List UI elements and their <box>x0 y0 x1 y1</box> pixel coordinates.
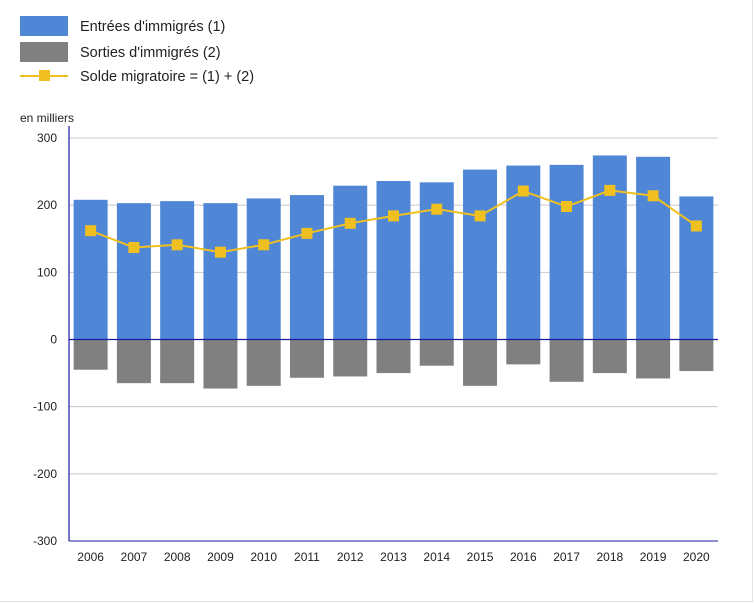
bar-sorties <box>203 340 237 389</box>
solde-point <box>475 210 486 221</box>
solde-point <box>518 186 529 197</box>
solde-point <box>258 239 269 250</box>
legend-marker-solde <box>39 70 50 81</box>
x-tick-label: 2018 <box>596 550 623 564</box>
solde-point <box>431 204 442 215</box>
y-unit-label: en milliers <box>20 111 74 125</box>
x-tick-label: 2006 <box>77 550 104 564</box>
bar-sorties <box>506 340 540 365</box>
legend-swatch-entrees <box>20 16 68 36</box>
legend-label-solde: Solde migratoire = (1) + (2) <box>80 69 254 85</box>
bar-entrees <box>160 201 194 339</box>
bar-sorties <box>420 340 454 366</box>
x-tick-label: 2008 <box>164 550 191 564</box>
solde-point <box>301 228 312 239</box>
bar-sorties <box>593 340 627 374</box>
solde-point <box>85 225 96 236</box>
x-tick-label: 2020 <box>683 550 710 564</box>
bar-sorties <box>247 340 281 386</box>
solde-point <box>388 210 399 221</box>
bar-entrees <box>117 203 151 339</box>
solde-point <box>604 185 615 196</box>
x-tick-label: 2015 <box>467 550 494 564</box>
bar-entrees <box>74 200 108 340</box>
bar-sorties <box>377 340 411 374</box>
y-tick-label: -100 <box>33 400 57 414</box>
y-tick-label: -300 <box>33 534 57 548</box>
y-tick-label: 100 <box>37 265 57 279</box>
bar-entrees <box>203 203 237 339</box>
bar-entrees <box>377 181 411 340</box>
bar-entrees <box>550 165 584 340</box>
bar-sorties <box>290 340 324 378</box>
solde-point <box>215 247 226 258</box>
x-tick-label: 2019 <box>640 550 667 564</box>
bar-entrees <box>463 170 497 340</box>
solde-point <box>128 242 139 253</box>
x-tick-label: 2013 <box>380 550 407 564</box>
bar-sorties <box>463 340 497 386</box>
bar-sorties <box>333 340 367 377</box>
x-tick-label: 2014 <box>423 550 450 564</box>
x-tick-label: 2016 <box>510 550 537 564</box>
legend: Entrées d'immigrés (1) Sorties d'immigré… <box>20 16 254 85</box>
solde-point <box>172 239 183 250</box>
bar-entrees <box>290 195 324 339</box>
y-tick-label: 300 <box>37 131 57 145</box>
bar-sorties <box>550 340 584 382</box>
solde-point <box>345 218 356 229</box>
bar-sorties <box>117 340 151 384</box>
bar-entrees <box>247 198 281 339</box>
bar-sorties <box>679 340 713 372</box>
bar-sorties <box>74 340 108 370</box>
bar-entrees <box>636 157 670 340</box>
legend-label-sorties: Sorties d'immigrés (2) <box>80 45 221 61</box>
bar-sorties <box>636 340 670 379</box>
y-tick-label: 200 <box>37 198 57 212</box>
solde-point <box>691 220 702 231</box>
x-tick-label: 2007 <box>121 550 148 564</box>
y-tick-label: 0 <box>50 333 57 347</box>
bar-sorties <box>160 340 194 384</box>
y-tick-labels: -300 -200 -100 0 100 200 300 <box>33 131 57 548</box>
legend-swatch-sorties <box>20 42 68 62</box>
bar-entrees <box>333 186 367 340</box>
legend-label-entrees: Entrées d'immigrés (1) <box>80 19 225 35</box>
solde-point <box>648 190 659 201</box>
x-tick-label: 2009 <box>207 550 234 564</box>
x-tick-label: 2017 <box>553 550 580 564</box>
bar-entrees <box>593 155 627 339</box>
x-tick-label: 2011 <box>294 550 320 564</box>
y-tick-label: -200 <box>33 467 57 481</box>
x-tick-labels: 2006 2007 2008 2009 2010 2011 2012 2013 2014 2015… <box>77 550 710 564</box>
solde-point <box>561 201 572 212</box>
x-tick-label: 2012 <box>337 550 364 564</box>
x-tick-label: 2010 <box>250 550 277 564</box>
